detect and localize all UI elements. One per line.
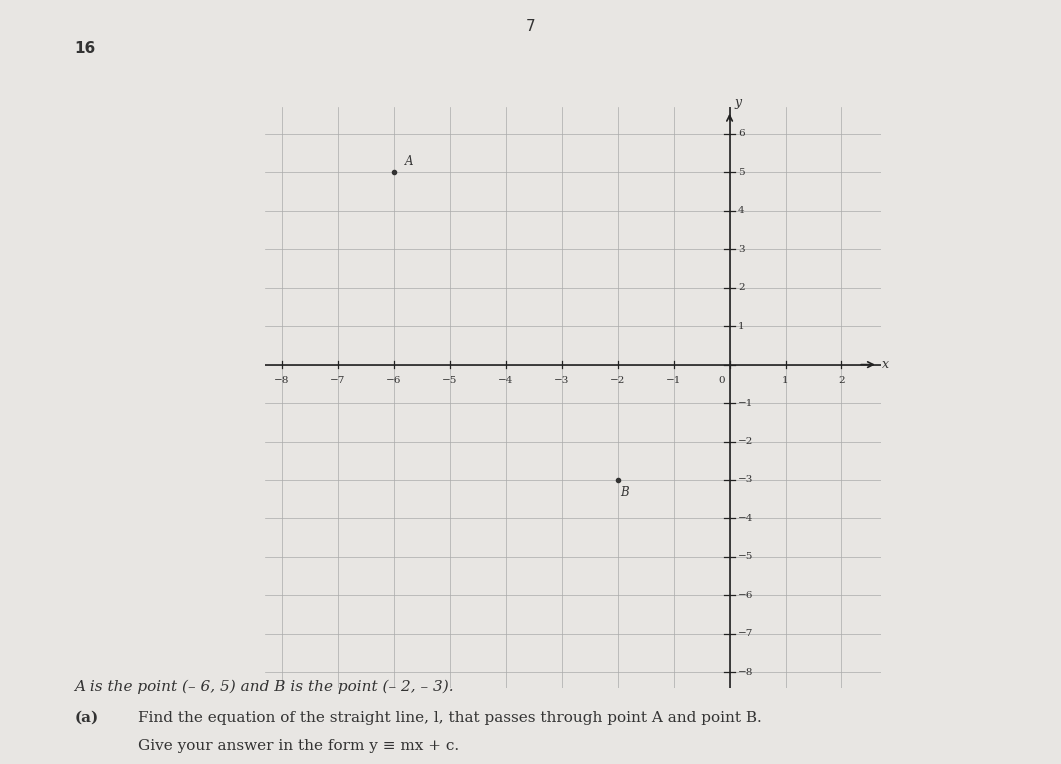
Text: −5: −5 <box>442 376 457 385</box>
Text: −7: −7 <box>738 630 753 638</box>
Text: −1: −1 <box>738 399 753 407</box>
Text: Find the equation of the straight line, l, that passes through point A and point: Find the equation of the straight line, … <box>138 711 762 725</box>
Text: (a): (a) <box>74 711 99 725</box>
Text: −6: −6 <box>738 591 753 600</box>
Text: −8: −8 <box>738 668 753 677</box>
Text: −3: −3 <box>554 376 570 385</box>
Text: −8: −8 <box>275 376 290 385</box>
Text: 1: 1 <box>738 322 745 331</box>
Text: −6: −6 <box>386 376 402 385</box>
Text: A: A <box>405 156 414 169</box>
Text: 6: 6 <box>738 129 745 138</box>
Text: Give your answer in the form y ≡ mx + c.: Give your answer in the form y ≡ mx + c. <box>138 740 459 753</box>
Text: A is the point (– 6, 5) and B is the point (– 2, – 3).: A is the point (– 6, 5) and B is the poi… <box>74 680 454 694</box>
Text: −2: −2 <box>738 437 753 446</box>
Text: 1: 1 <box>782 376 788 385</box>
Text: 16: 16 <box>74 41 95 57</box>
Text: 2: 2 <box>738 283 745 292</box>
Text: −2: −2 <box>610 376 625 385</box>
Text: 4: 4 <box>738 206 745 215</box>
Text: −4: −4 <box>738 514 753 523</box>
Text: −1: −1 <box>666 376 681 385</box>
Text: 2: 2 <box>838 376 845 385</box>
Text: 0: 0 <box>718 376 725 385</box>
Text: 5: 5 <box>738 168 745 176</box>
Text: y: y <box>734 96 742 109</box>
Text: B: B <box>621 486 629 499</box>
Text: x: x <box>882 358 889 371</box>
Text: 7: 7 <box>525 18 536 34</box>
Text: −3: −3 <box>738 475 753 484</box>
Text: −4: −4 <box>498 376 514 385</box>
Text: 3: 3 <box>738 244 745 254</box>
Text: −7: −7 <box>330 376 346 385</box>
Text: −5: −5 <box>738 552 753 562</box>
